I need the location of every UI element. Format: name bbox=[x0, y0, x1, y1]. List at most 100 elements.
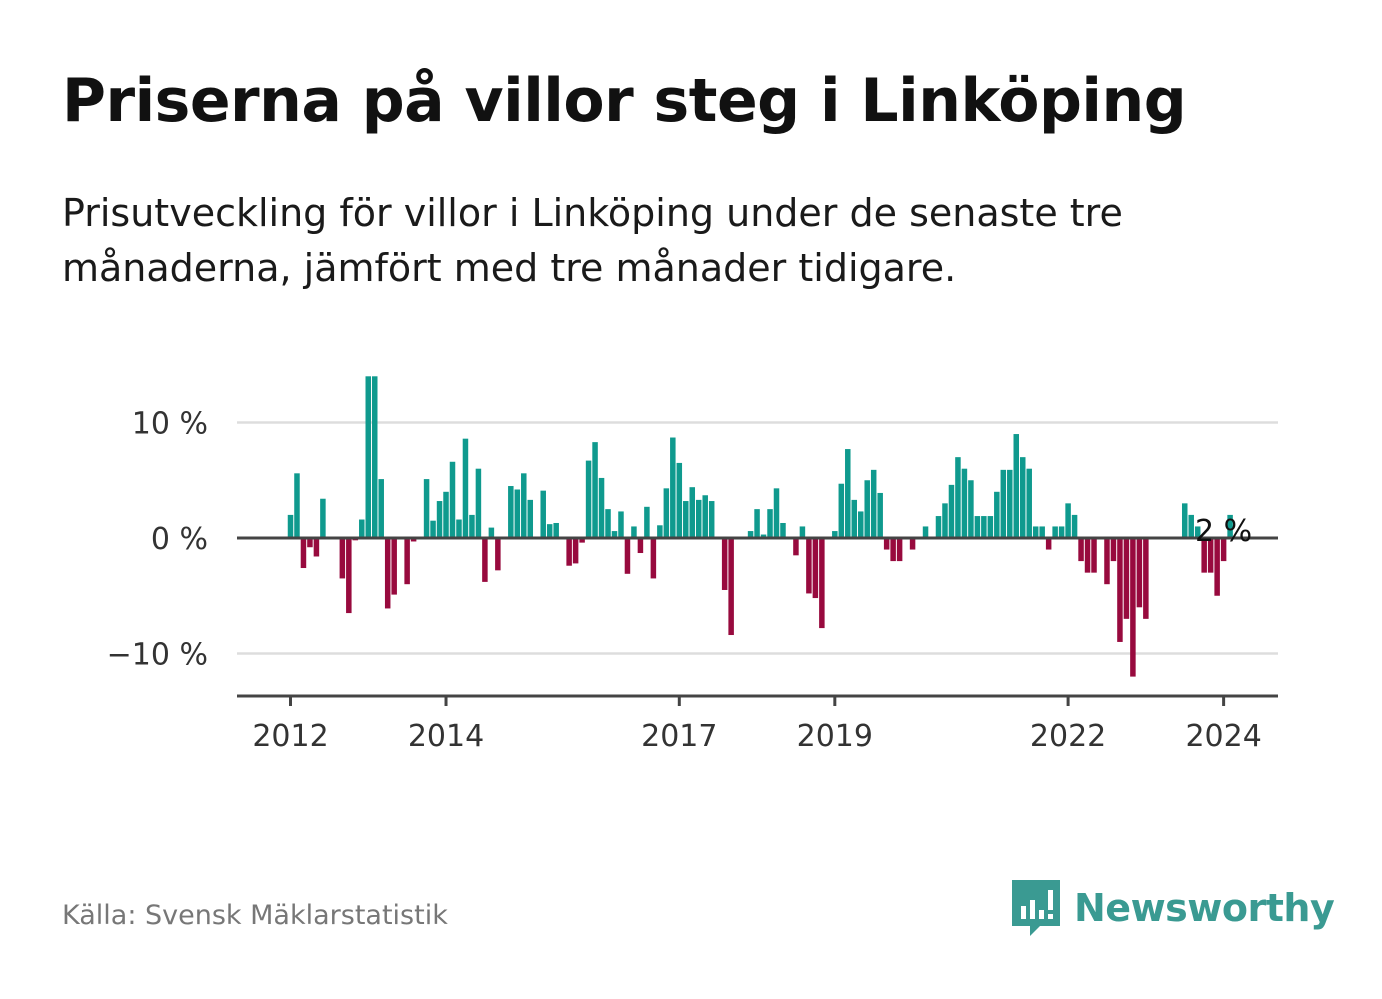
bar bbox=[1123, 538, 1130, 619]
bar bbox=[981, 516, 987, 539]
bar bbox=[585, 460, 592, 538]
bar bbox=[566, 538, 572, 566]
x-tick-label: 2024 bbox=[1185, 719, 1261, 754]
bar bbox=[1091, 538, 1097, 573]
bar bbox=[1084, 538, 1091, 573]
bar bbox=[812, 538, 819, 599]
bar bbox=[307, 538, 313, 548]
bar bbox=[657, 525, 663, 538]
bar bbox=[378, 479, 384, 538]
bar bbox=[598, 477, 605, 538]
bar bbox=[436, 501, 443, 538]
bar bbox=[683, 501, 689, 538]
bar bbox=[644, 506, 650, 538]
latest-value-label: 2 % bbox=[1195, 514, 1252, 549]
bar bbox=[1052, 526, 1058, 538]
x-tick-label: 2022 bbox=[1030, 719, 1106, 754]
bar bbox=[320, 498, 326, 538]
bar bbox=[747, 531, 754, 538]
bar bbox=[371, 376, 378, 538]
brand-name: Newsworthy bbox=[1074, 886, 1335, 930]
x-tick-label: 2014 bbox=[408, 719, 484, 754]
bar bbox=[1117, 538, 1123, 642]
bar bbox=[1207, 538, 1214, 573]
bar bbox=[1214, 538, 1220, 596]
bar bbox=[819, 538, 825, 629]
bars bbox=[287, 376, 1233, 677]
bar bbox=[572, 538, 579, 564]
bar bbox=[883, 538, 890, 550]
bar bbox=[1065, 503, 1071, 538]
bar bbox=[773, 488, 780, 538]
bar bbox=[462, 438, 469, 538]
bar bbox=[1078, 538, 1084, 562]
bar bbox=[935, 516, 942, 539]
grid-lines bbox=[237, 421, 1278, 655]
bar bbox=[890, 538, 896, 562]
bar bbox=[1019, 457, 1026, 538]
bar bbox=[339, 538, 346, 579]
bar bbox=[974, 516, 981, 539]
bar bbox=[689, 487, 696, 538]
bar bbox=[469, 514, 475, 538]
bar bbox=[410, 538, 417, 542]
bar bbox=[851, 499, 858, 538]
bar bbox=[300, 538, 307, 569]
y-tick-label: 10 % bbox=[132, 407, 208, 442]
bar bbox=[1188, 514, 1194, 538]
x-tick-label: 2019 bbox=[797, 719, 873, 754]
bar bbox=[1143, 538, 1149, 619]
bar bbox=[670, 437, 676, 538]
bar bbox=[1181, 503, 1188, 538]
bar bbox=[527, 499, 534, 538]
bar bbox=[702, 495, 708, 538]
x-tick-label: 2017 bbox=[641, 719, 717, 754]
bar bbox=[475, 468, 482, 538]
bar bbox=[294, 473, 300, 538]
bar bbox=[443, 491, 449, 538]
bar bbox=[346, 538, 352, 614]
bar bbox=[948, 484, 955, 538]
bar bbox=[838, 483, 845, 539]
bar bbox=[767, 509, 773, 539]
chart-subtitle: Prisutveckling för villor i Linköping un… bbox=[62, 191, 1123, 290]
bar bbox=[430, 520, 436, 539]
bar bbox=[423, 479, 430, 538]
bar bbox=[540, 490, 546, 538]
bar bbox=[987, 516, 994, 539]
bar bbox=[780, 522, 786, 539]
bar bbox=[845, 449, 851, 538]
bar bbox=[1104, 538, 1110, 585]
bar bbox=[359, 519, 365, 538]
bar bbox=[456, 519, 462, 538]
bar bbox=[793, 538, 799, 556]
bar bbox=[1220, 538, 1227, 562]
newsworthy-logo-icon bbox=[1012, 880, 1060, 936]
x-axis-labels: 2012 2014 2017 2019 2022 2024 bbox=[252, 719, 1261, 754]
bar bbox=[404, 538, 410, 585]
bar bbox=[968, 480, 974, 538]
y-tick-label: −10 % bbox=[107, 638, 208, 673]
bar bbox=[708, 501, 715, 538]
bar bbox=[1000, 469, 1007, 538]
bar bbox=[961, 468, 968, 538]
bar bbox=[857, 511, 864, 539]
brand-logo[interactable]: Newsworthy bbox=[1010, 878, 1335, 938]
bar bbox=[663, 488, 670, 538]
bar bbox=[1194, 526, 1201, 538]
bar bbox=[605, 509, 611, 539]
bar bbox=[553, 522, 559, 539]
bar bbox=[1007, 469, 1013, 538]
bar bbox=[942, 503, 948, 538]
bar bbox=[695, 499, 702, 538]
bar bbox=[760, 534, 767, 538]
bar bbox=[611, 531, 618, 538]
bar bbox=[1227, 514, 1233, 538]
bar bbox=[728, 538, 734, 636]
axes bbox=[237, 536, 1278, 706]
bar bbox=[1058, 526, 1065, 538]
bar bbox=[832, 531, 838, 538]
bar bbox=[676, 462, 683, 538]
bar bbox=[449, 461, 456, 538]
bar bbox=[637, 538, 644, 554]
